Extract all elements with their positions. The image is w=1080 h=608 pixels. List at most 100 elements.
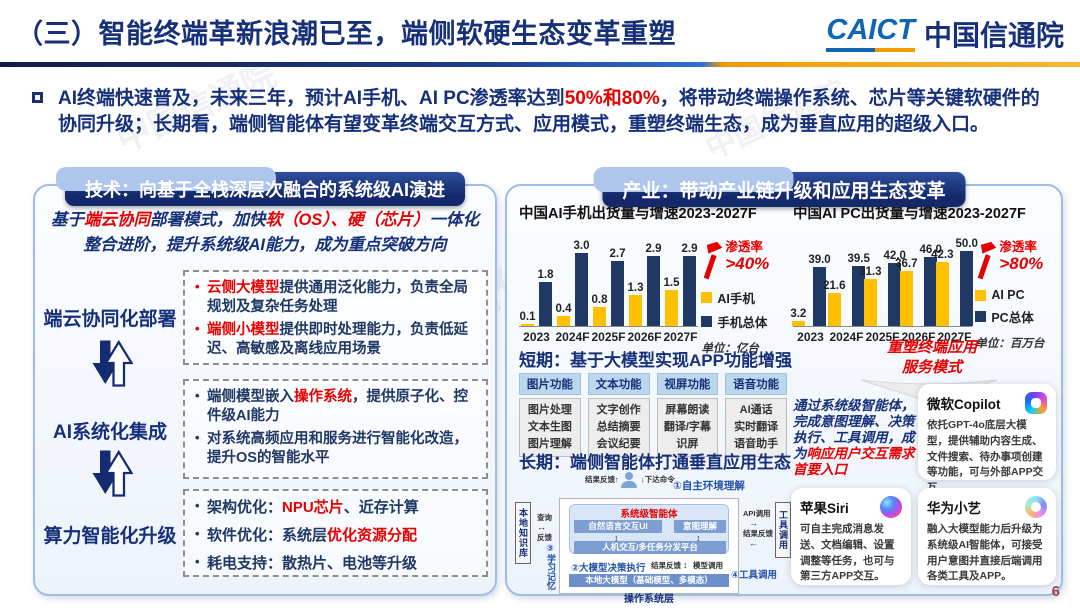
text-segment: 端云协同	[83, 211, 150, 229]
text-segment: 基于	[50, 211, 84, 229]
card-title: 华为小艺	[927, 501, 981, 516]
feature-column-items: 图片处理 文本生图 图片理解	[519, 398, 581, 458]
feature-column-voice: 语音功能 AI通话 实时翻译 语音助手	[725, 373, 787, 458]
diagram-label: 反馈	[537, 533, 552, 542]
reshape-note-line: 服务模式	[901, 358, 962, 376]
tools-box: 工具调用	[775, 502, 791, 558]
penetration-value: >40%	[725, 253, 770, 273]
diagram-label: 结果反馈↑	[585, 475, 619, 484]
user-icon	[621, 481, 637, 488]
bar: 42.0	[884, 250, 906, 326]
bullet-item: 对系统高频应用和服务进行智能化改造，提升OS的智能水平	[194, 430, 477, 467]
text-segment: 部署模式，加快	[149, 211, 266, 229]
text-segment: 软（OS）、硬（芯片）	[265, 211, 430, 229]
feature-column-items: AI通话 实时翻译 语音助手	[725, 398, 787, 458]
diagram-step2: ②大模型决策执行	[571, 563, 646, 574]
legend-item: AI PC	[975, 288, 1061, 302]
feature-item: 会议纪要	[596, 438, 641, 451]
card-apple-siri: 苹果Siri 可自主完成消息发送、文档编辑、设置调整等任务，也可与第三方APP交…	[791, 488, 911, 585]
bar: 2.9	[682, 243, 698, 326]
copilot-icon	[1025, 392, 1047, 414]
text-segment: 一体化整合进阶，提升系统级AI能力，成为重点突破方向	[83, 211, 480, 254]
bar: 39.5	[848, 253, 870, 326]
bullet-item: 软件优化：系统层优化资源分配	[194, 526, 477, 545]
axis-label: 2024F	[829, 330, 864, 344]
bar-group: 21.6 39.5	[823, 229, 870, 326]
tech-row-label-computing: 算力智能化升级	[43, 526, 177, 547]
card-body: 融入大模型能力后升级为系统级AI智能体，可接受用户意图并直接后端调用各类工具及A…	[927, 523, 1043, 583]
dispatch-box: 人机交互/多任务分发平台	[574, 541, 726, 554]
bullet-item: 架构优化：NPU芯片、近存计算	[194, 498, 477, 517]
diagram-label: 模型调用	[693, 561, 723, 570]
reshape-note-line: 重塑终端应用	[886, 339, 977, 356]
bar-group: 3.2 39.0	[790, 229, 831, 326]
bar: 46.0	[920, 244, 942, 326]
intro-paragraph: AI终端快速普及，未来三年，预计AI手机、AI PC渗透率达到50%和80%，将…	[30, 86, 1052, 138]
square-bullet-icon	[32, 92, 43, 103]
tech-row-label-cloud-device: 端云协同化部署	[43, 309, 177, 330]
penetration-value: >80%	[999, 253, 1044, 273]
bullet-item: 端侧小模型提供即时处理能力，负责低延迟、高敏感及离线应用场景	[194, 321, 477, 358]
ai-phone-chart: 中国AI手机出货量与增速2023-2027F 0.1 1.8 0.4 3.0 0.8 2.…	[519, 202, 787, 356]
feature-column-text: 文本功能 文字创作 总结摘要 会议纪要	[587, 373, 650, 458]
feature-item: 实时翻译	[734, 421, 779, 434]
unit-label: 单位：亿台	[701, 343, 759, 355]
axis-label: 2026F	[627, 330, 662, 344]
bar-group: 31.3 42.0	[859, 229, 906, 326]
horizontal-arrow-icon: ↔	[537, 522, 546, 532]
page-number: 6	[1051, 583, 1060, 600]
tech-bullets-computing: 架构优化：NPU芯片、近存计算软件优化：系统层优化资源分配耗电支持：散热片、电池…	[183, 489, 488, 577]
agent-architecture-diagram: 结果反馈↑ ↓下达命令 ①自主环境理解 系统级智能体 自然语言交互UI 意图理解…	[513, 472, 799, 605]
ai-pc-chart: 中国AI PC出货量与增速2023-2027F 3.2 39.0 21.6 39.5 3…	[790, 202, 1061, 351]
user-icon	[625, 472, 633, 480]
right-arrow-icon: →	[749, 518, 758, 528]
feature-item: 翻译/字幕	[663, 421, 711, 434]
feature-column-image: 图片功能 图片处理 文本生图 图片理解	[519, 373, 581, 458]
axis-label: 2025F	[591, 330, 626, 344]
intent-box: 意图理解	[674, 520, 726, 533]
caict-logo: CAICT 中国信通院	[826, 14, 1064, 54]
double-arrow-icon	[92, 339, 133, 387]
xiaoyi-icon	[1025, 496, 1047, 518]
text-segment: 响应用户交互需求首要入口	[793, 445, 915, 477]
feature-column-header: 文本功能	[587, 373, 650, 395]
card-body: 依托GPT-4o底层大模型，提供辅助内容生成、文件搜索、待办事项创建等功能，可与…	[927, 419, 1044, 494]
bar: 36.7	[895, 258, 918, 326]
agent-summary-text: 通过系统级智能体，完成意图理解、决策执行、工具调用，成为响应用户交互需求首要入口	[793, 398, 919, 478]
bar-plot: 3.2 39.0 21.6 39.5 31.3 42.0 36.7 46.0 42.3 50.0	[790, 229, 978, 327]
axis-label: 2023	[797, 330, 824, 344]
axis-label: 2023	[523, 330, 550, 344]
tech-bullets-ai-system: 端侧模型嵌入操作系统，提供原子化、控件级AI能力对系统高频应用和服务进行智能化改…	[183, 379, 488, 479]
diagram-label: 结果反馈	[651, 561, 681, 570]
tech-panel: 技术：向基于全栈深层次融合的系统级AI演进 基于端云协同部署模式，加快软（OS）…	[33, 167, 497, 596]
bar: 2.7	[610, 248, 626, 326]
vertical-arrow-icon: ↕	[696, 533, 701, 543]
feature-column-header: 语音功能	[725, 373, 787, 395]
bar-group: 36.7 46.0	[895, 229, 942, 326]
feature-column-header: 图片功能	[519, 373, 581, 395]
bar: 0.8	[592, 294, 608, 326]
feature-item: 识屏	[676, 438, 699, 451]
reshape-note: 重塑终端应用 服务模式	[807, 338, 1057, 377]
bar-group: 42.3 50.0	[931, 229, 978, 326]
bar: 31.3	[859, 266, 882, 326]
page-title: （三）智能终端革新浪潮已至，端侧软硬生态变革重塑	[16, 19, 676, 49]
bar: 3.0	[574, 240, 590, 326]
axis-label: 2027F	[937, 330, 972, 344]
caict-logo-name: 中国信通院	[923, 20, 1064, 51]
diagram-label: 查询	[537, 513, 552, 522]
vertical-arrow-icon: ↕	[683, 560, 688, 570]
axis-label: 2027F	[663, 330, 698, 344]
feature-item: AI通话	[739, 404, 773, 416]
text-segment: 50%和80%	[564, 88, 660, 109]
legend-item: AI手机	[701, 288, 787, 307]
legend-item: 手机总体	[701, 312, 787, 331]
diagram-step1: ①自主环境理解	[673, 480, 745, 492]
feature-column-header: 视屏功能	[656, 373, 719, 395]
bar: 1.5	[664, 277, 680, 326]
local-knowledge-box: 本地知识库	[515, 502, 531, 564]
bar: 21.6	[823, 280, 846, 326]
left-arrow-icon: ←	[749, 538, 758, 548]
feature-item: 语音助手	[734, 438, 779, 451]
